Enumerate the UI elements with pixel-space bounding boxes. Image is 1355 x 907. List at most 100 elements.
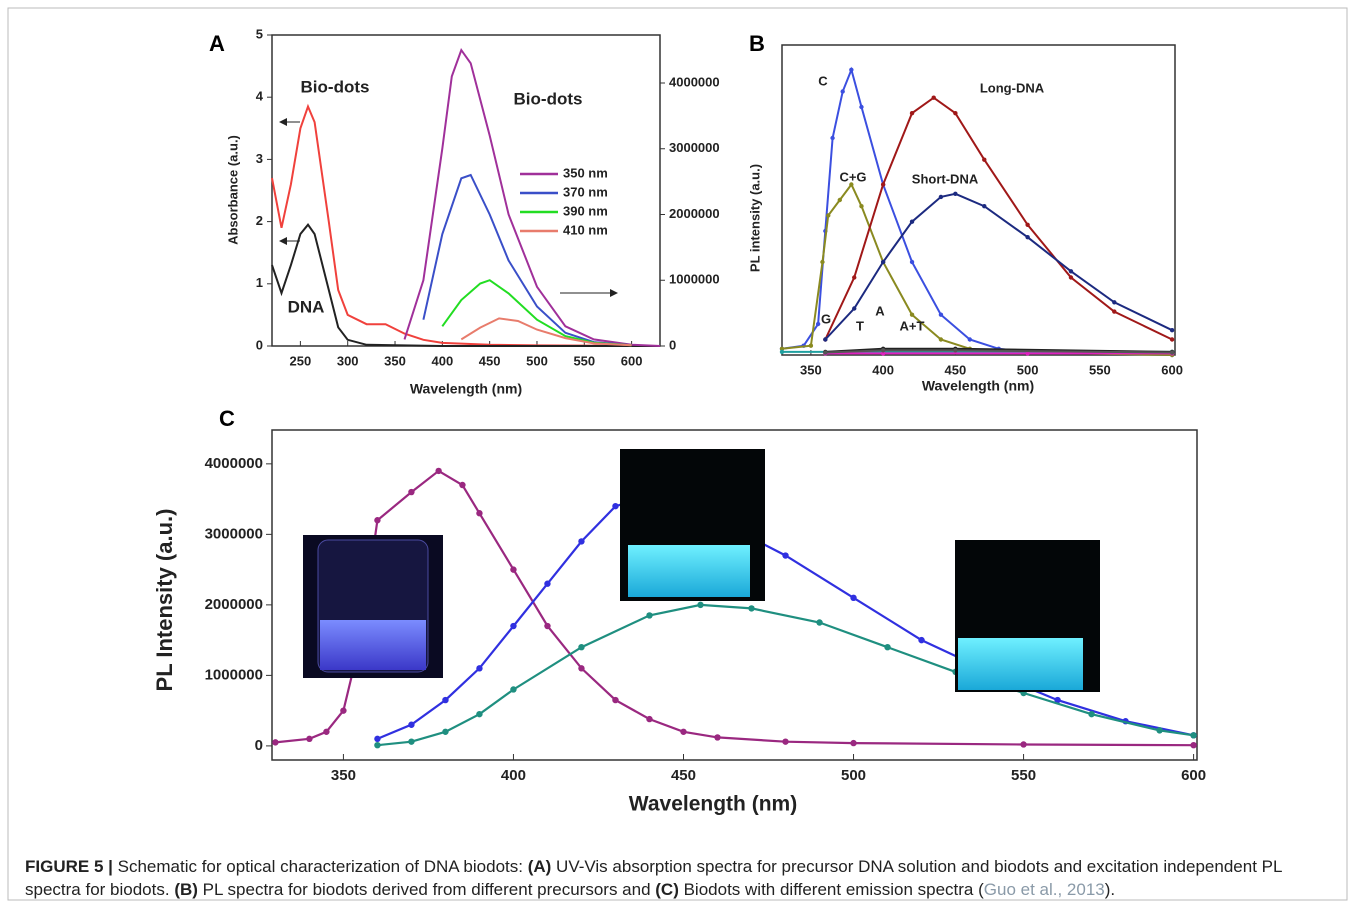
data-point — [823, 350, 828, 355]
data-point — [837, 197, 842, 203]
data-point — [938, 194, 944, 200]
data-point — [578, 665, 585, 672]
data-point — [884, 643, 891, 651]
data-point — [340, 707, 347, 714]
series-label: A+T — [900, 318, 925, 333]
plot-frame — [271, 429, 1198, 761]
figure-border — [7, 7, 1348, 901]
data-point — [1169, 350, 1175, 355]
data-point — [272, 739, 279, 746]
series-label: G — [821, 311, 831, 326]
data-point — [953, 348, 958, 353]
x-tick-label: 350 — [800, 362, 822, 377]
data-point — [967, 337, 973, 342]
data-point — [1068, 269, 1074, 274]
data-point — [1112, 309, 1117, 314]
series-label: Bio-dots — [301, 77, 370, 96]
data-point — [820, 259, 825, 265]
y-tick-label: 0 — [255, 737, 263, 754]
caption-segment: (A) — [527, 857, 552, 876]
data-point — [909, 219, 915, 224]
legend-label: 390 nm — [563, 203, 608, 218]
y2-tick-label: 3000000 — [669, 140, 720, 155]
vial-photos — [303, 449, 1100, 692]
data-point — [823, 337, 828, 342]
plot-frame — [781, 44, 1176, 356]
data-point — [1025, 222, 1030, 227]
data-point — [442, 728, 449, 735]
caption-segment: FIGURE 5 | — [25, 857, 113, 876]
x-tick-label: 600 — [1161, 362, 1183, 377]
data-point — [779, 346, 785, 351]
data-point — [909, 111, 915, 116]
data-point — [880, 182, 886, 187]
data-point — [306, 735, 313, 743]
series-label: Short-DNA — [912, 171, 979, 186]
data-point — [1156, 727, 1163, 734]
caption-segment: Guo et al., 2013 — [983, 880, 1105, 899]
data-point — [408, 738, 415, 745]
data-point — [510, 686, 517, 693]
x-tick-label: 550 — [1089, 362, 1111, 377]
y-tick-label: 4 — [256, 89, 264, 104]
y-axis-label: PL Intensity (a.u.) — [152, 509, 177, 692]
data-point — [544, 580, 551, 587]
data-point — [953, 191, 958, 196]
data-point — [1025, 235, 1030, 240]
annotation: Bio-dots — [514, 89, 583, 108]
x-axis-label: Wavelength (nm) — [410, 381, 522, 397]
x-axis-label: Wavelength (nm) — [629, 793, 797, 816]
panel-label: C — [219, 406, 235, 431]
data-point — [850, 594, 857, 602]
data-point — [849, 182, 854, 187]
data-point — [1169, 337, 1175, 342]
data-point — [578, 538, 585, 545]
data-point — [782, 552, 789, 559]
data-point — [323, 728, 330, 735]
data-point — [442, 696, 449, 704]
caption-segment: ). — [1104, 880, 1116, 899]
series-line — [460, 317, 632, 347]
x-tick-label: 500 — [526, 353, 548, 368]
series-line — [422, 173, 632, 347]
legend-label: 370 nm — [563, 184, 608, 199]
data-point — [852, 306, 857, 311]
data-point — [849, 67, 854, 73]
data-point — [408, 721, 415, 728]
y2-tick-label: 2000000 — [669, 206, 720, 221]
legend-label: 350 nm — [563, 165, 608, 180]
data-point — [578, 643, 585, 651]
caption-segment: (C) — [655, 880, 679, 899]
caption-segment: UV-Vis absorption spectra for precursor … — [25, 857, 1282, 899]
x-tick-label: 600 — [1181, 767, 1206, 784]
data-point — [612, 502, 619, 510]
x-tick-label: 250 — [290, 353, 312, 368]
data-point — [476, 710, 483, 718]
data-point — [982, 204, 987, 209]
data-point — [782, 738, 789, 745]
series-label: A — [875, 303, 885, 318]
data-point — [748, 605, 755, 612]
x-tick-label: 450 — [671, 767, 696, 784]
data-point — [510, 622, 517, 630]
data-point — [938, 312, 944, 317]
data-point — [779, 349, 785, 355]
data-point — [909, 312, 915, 317]
data-point — [714, 734, 721, 741]
data-point — [1025, 351, 1030, 356]
data-point — [1190, 732, 1197, 739]
series-line — [441, 279, 632, 347]
data-point — [697, 601, 704, 609]
x-axis-label: Wavelength (nm) — [922, 378, 1034, 394]
x-tick-label: 400 — [872, 362, 894, 377]
x-tick-label: 350 — [384, 353, 406, 368]
y-axis-label: Absorbance (a.u.) — [225, 135, 240, 245]
y-axis-label: PL intensity (a.u.) — [747, 164, 762, 272]
series-line — [825, 349, 1173, 354]
y2-tick-label: 0 — [669, 337, 676, 352]
series-label: C — [818, 73, 828, 88]
data-point — [646, 612, 653, 619]
x-tick-label: 350 — [331, 767, 356, 784]
data-point — [544, 622, 551, 630]
vial-liquid — [320, 620, 426, 670]
